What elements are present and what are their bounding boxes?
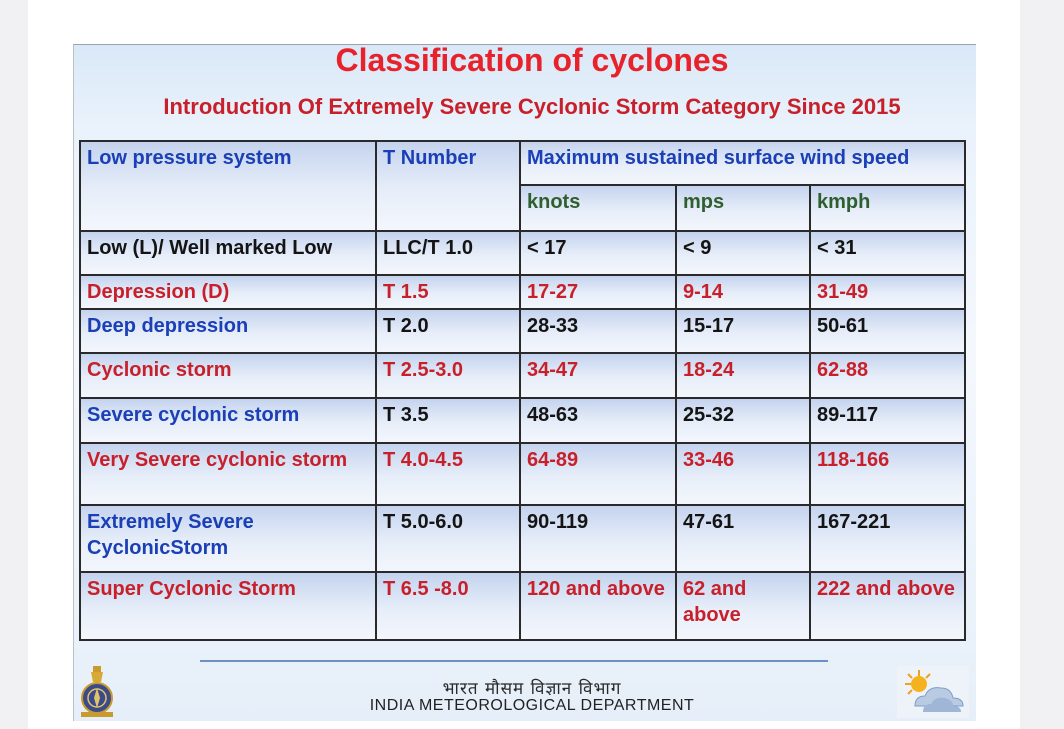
table-row: Super Cyclonic Storm T 6.5 -8.0 120 and … (79, 571, 967, 641)
row-mps: < 9 (675, 230, 811, 276)
row-t-number: T 6.5 -8.0 (375, 571, 521, 641)
row-mps: 18-24 (675, 352, 811, 399)
header-wind-speed: Maximum sustained surface wind speed (518, 140, 967, 186)
row-mps: 15-17 (675, 308, 811, 354)
table-row: Very Severe cyclonic storm T 4.0-4.5 64-… (79, 442, 967, 506)
row-name: Cyclonic storm (79, 352, 377, 399)
row-kmph: 167-221 (808, 504, 967, 573)
row-knots: 64-89 (519, 442, 677, 506)
table-row: Cyclonic storm T 2.5-3.0 34-47 18-24 62-… (79, 352, 967, 399)
slide-subtitle: Introduction Of Extremely Severe Cycloni… (163, 94, 901, 119)
row-knots: 17-27 (519, 274, 677, 310)
slide-title: Classification of cyclones (335, 42, 729, 78)
row-t-number: T 1.5 (375, 274, 521, 310)
row-name: Depression (D) (79, 274, 377, 310)
row-kmph: < 31 (808, 230, 967, 276)
row-name: Low (L)/ Well marked Low (79, 230, 377, 276)
table-row: Extremely Severe CyclonicStorm T 5.0-6.0… (79, 504, 967, 573)
row-t-number: T 2.0 (375, 308, 521, 354)
row-mps: 9-14 (675, 274, 811, 310)
row-t-number: T 4.0-4.5 (375, 442, 521, 506)
row-knots: 48-63 (519, 397, 677, 444)
row-t-number: T 2.5-3.0 (375, 352, 521, 399)
header-knots: knots (519, 184, 677, 232)
header-low-pressure-system: Low pressure system (79, 140, 377, 232)
row-name: Super Cyclonic Storm (79, 571, 377, 641)
row-name: Very Severe cyclonic storm (79, 442, 377, 506)
table-row: Low (L)/ Well marked Low LLC/T 1.0 < 17 … (79, 230, 967, 276)
row-t-number: T 5.0-6.0 (375, 504, 521, 573)
row-mps: 25-32 (675, 397, 811, 444)
imd-emblem-icon (81, 666, 113, 717)
classification-table: Low pressure system T Number Maximum sus… (79, 140, 967, 641)
table-row: Severe cyclonic storm T 3.5 48-63 25-32 … (79, 397, 967, 444)
row-t-number: LLC/T 1.0 (375, 230, 521, 276)
row-kmph: 89-117 (808, 397, 967, 444)
row-mps: 62 and above (675, 571, 811, 641)
row-knots: 120 and above (519, 571, 677, 641)
row-mps: 47-61 (675, 504, 811, 573)
row-name: Deep depression (79, 308, 377, 354)
header-mps: mps (675, 184, 811, 232)
table-row: Depression (D) T 1.5 17-27 9-14 31-49 (79, 274, 967, 310)
row-name: Extremely Severe CyclonicStorm (79, 504, 377, 573)
table-row: Deep depression T 2.0 28-33 15-17 50-61 (79, 308, 967, 354)
row-mps: 33-46 (675, 442, 811, 506)
row-kmph: 222 and above (808, 571, 967, 641)
footer-department-name: INDIA METEOROLOGICAL DEPARTMENT (369, 697, 695, 714)
row-knots: 90-119 (519, 504, 677, 573)
row-knots: < 17 (519, 230, 677, 276)
row-name: Severe cyclonic storm (79, 397, 377, 444)
row-t-number: T 3.5 (375, 397, 521, 444)
header-t-number: T Number (375, 140, 521, 232)
row-kmph: 118-166 (808, 442, 967, 506)
row-knots: 28-33 (519, 308, 677, 354)
footer-hindi-name: भारत मौसम विज्ञान विभाग (442, 679, 622, 699)
row-kmph: 62-88 (808, 352, 967, 399)
sun-cloud-icon (897, 666, 969, 718)
header-kmph: kmph (808, 184, 967, 232)
footer-divider (200, 660, 828, 662)
row-kmph: 31-49 (808, 274, 967, 310)
row-kmph: 50-61 (808, 308, 967, 354)
row-knots: 34-47 (519, 352, 677, 399)
